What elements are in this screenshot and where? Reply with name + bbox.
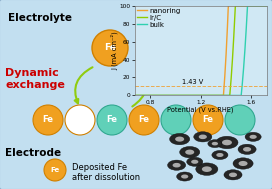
Text: Deposited Fe
after dissolution: Deposited Fe after dissolution <box>72 163 140 182</box>
X-axis label: Potential (V vs.RHE): Potential (V vs.RHE) <box>167 106 234 112</box>
Text: Fe: Fe <box>50 167 60 173</box>
Circle shape <box>65 105 95 135</box>
nanoring <box>265 5 268 7</box>
Circle shape <box>191 160 198 164</box>
Circle shape <box>33 105 63 135</box>
bulk <box>204 94 208 97</box>
Circle shape <box>233 158 253 169</box>
Text: Electrode: Electrode <box>5 148 61 158</box>
Circle shape <box>196 163 218 175</box>
Circle shape <box>193 105 223 135</box>
bulk <box>262 5 265 7</box>
Circle shape <box>208 140 222 148</box>
bulk <box>212 94 215 97</box>
nanoring <box>196 94 199 97</box>
Text: Dynamic
exchange: Dynamic exchange <box>5 68 65 90</box>
Circle shape <box>185 150 194 155</box>
nanoring <box>227 5 230 7</box>
Ir/C <box>196 94 199 97</box>
bulk <box>133 94 136 97</box>
Circle shape <box>129 105 159 135</box>
Circle shape <box>212 150 228 160</box>
Circle shape <box>44 159 66 181</box>
Circle shape <box>199 135 207 139</box>
Legend: nanoring, Ir/C, bulk: nanoring, Ir/C, bulk <box>136 7 181 29</box>
Text: Fe: Fe <box>138 115 150 125</box>
Ir/C <box>204 94 208 97</box>
Circle shape <box>245 132 261 141</box>
Line: Ir/C: Ir/C <box>135 6 267 95</box>
Circle shape <box>161 105 191 135</box>
Circle shape <box>170 133 190 145</box>
Line: nanoring: nanoring <box>135 6 267 95</box>
Y-axis label: J (mA cm⁻²): J (mA cm⁻²) <box>110 31 118 70</box>
Circle shape <box>175 137 184 142</box>
Text: Fe: Fe <box>107 115 118 125</box>
Circle shape <box>172 163 181 167</box>
Circle shape <box>249 135 257 139</box>
Circle shape <box>224 170 242 180</box>
Circle shape <box>187 157 203 166</box>
Text: Fe: Fe <box>42 115 54 125</box>
Circle shape <box>222 140 232 145</box>
Circle shape <box>177 172 193 181</box>
Ir/C <box>234 5 237 7</box>
Ir/C <box>241 5 245 7</box>
nanoring <box>204 94 208 97</box>
Circle shape <box>212 142 218 145</box>
Text: Fe: Fe <box>104 43 116 53</box>
bulk <box>265 5 268 7</box>
Circle shape <box>243 147 251 152</box>
Ir/C <box>212 94 215 97</box>
Circle shape <box>229 173 237 177</box>
nanoring <box>196 94 200 97</box>
Circle shape <box>225 105 255 135</box>
Line: bulk: bulk <box>135 6 267 95</box>
Circle shape <box>216 136 238 149</box>
Ir/C <box>133 94 136 97</box>
nanoring <box>133 94 136 97</box>
Circle shape <box>194 132 212 142</box>
Ir/C <box>196 94 200 97</box>
Circle shape <box>239 161 248 166</box>
bulk <box>196 94 200 97</box>
bulk <box>241 77 245 80</box>
Text: Fe: Fe <box>202 115 214 125</box>
Circle shape <box>92 30 128 66</box>
Circle shape <box>180 146 200 158</box>
Circle shape <box>216 153 224 157</box>
Ir/C <box>265 5 268 7</box>
Circle shape <box>202 166 212 172</box>
Text: 1.43 V: 1.43 V <box>182 79 203 85</box>
nanoring <box>241 5 245 7</box>
bulk <box>246 5 249 7</box>
bulk <box>196 94 199 97</box>
nanoring <box>262 5 265 7</box>
Ir/C <box>262 5 265 7</box>
Circle shape <box>168 160 186 170</box>
Text: Electrolyte: Electrolyte <box>8 13 72 23</box>
Circle shape <box>238 144 256 154</box>
Circle shape <box>181 174 188 179</box>
nanoring <box>212 94 215 97</box>
Circle shape <box>97 105 127 135</box>
